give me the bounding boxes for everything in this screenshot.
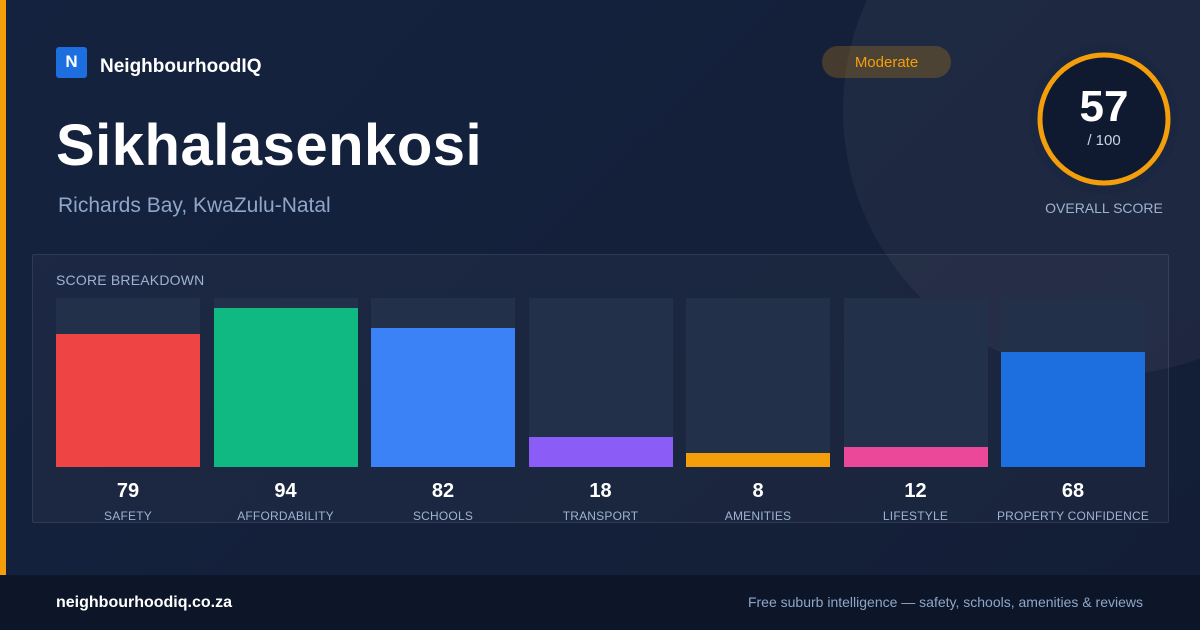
bar-value: 94 bbox=[274, 480, 297, 502]
bar-fill bbox=[213, 308, 358, 467]
overall-score-caption: OVERALL SCORE bbox=[1045, 200, 1163, 216]
bar-fill bbox=[56, 333, 200, 467]
score-bar-amenities: 8 AMENITIES bbox=[686, 298, 830, 523]
breakdown-title: SCORE BREAKDOWN bbox=[56, 272, 205, 288]
bar-track bbox=[528, 298, 673, 467]
bar-value: 8 bbox=[752, 480, 764, 502]
suburb-title: Sikhalasenkosi bbox=[56, 113, 483, 178]
bar-label: AMENITIES bbox=[724, 509, 792, 523]
overall-score-value: 57 bbox=[1079, 82, 1129, 131]
overall-score-ring: 57 / 100 bbox=[1029, 44, 1179, 194]
bar-label: SCHOOLS bbox=[412, 509, 474, 523]
bar-track bbox=[1001, 298, 1145, 467]
bar-label: AFFORDABILITY bbox=[237, 509, 334, 523]
score-bar-safety: 79 SAFETY bbox=[56, 298, 200, 523]
footer-tagline: Free suburb intelligence — safety, schoo… bbox=[747, 594, 1143, 610]
bar-track bbox=[843, 298, 988, 467]
brand-name: NeighbourhoodIQ bbox=[100, 56, 262, 77]
bar-track bbox=[213, 298, 358, 467]
score-bar-transport: 18 TRANSPORT bbox=[528, 298, 673, 523]
bar-label: TRANSPORT bbox=[562, 509, 639, 523]
score-bar-property-confidence: 68 PROPERTY CONFIDENCE bbox=[997, 298, 1149, 523]
brand-logo-icon: N bbox=[56, 46, 87, 78]
bar-track bbox=[56, 298, 200, 467]
bar-fill bbox=[686, 453, 830, 467]
breakdown-bars: 79 SAFETY 94 AFFORDABILITY 82 SCHOOLS 18 TRANSP… bbox=[56, 298, 1149, 523]
suburb-location: Richards Bay, KwaZulu-Natal bbox=[58, 194, 331, 217]
score-bar-lifestyle: 12 LIFESTYLE bbox=[843, 298, 988, 523]
bar-label: LIFESTYLE bbox=[882, 509, 949, 523]
score-breakdown-panel: SCORE BREAKDOWN 79 SAFETY 94 AFFORDABILITY 8… bbox=[32, 254, 1169, 523]
bar-fill bbox=[843, 446, 988, 467]
bar-fill bbox=[371, 328, 515, 467]
bar-track bbox=[371, 298, 515, 467]
accent-bar bbox=[0, 0, 6, 575]
bar-value: 18 bbox=[589, 480, 612, 502]
bar-track bbox=[686, 298, 830, 467]
bar-fill bbox=[528, 436, 673, 467]
footer: neighbourhoodiq.co.za Free suburb intell… bbox=[0, 575, 1200, 630]
score-bar-affordability: 94 AFFORDABILITY bbox=[213, 298, 358, 523]
score-bar-schools: 82 SCHOOLS bbox=[371, 298, 515, 523]
score-ring-graphic bbox=[1029, 44, 1179, 194]
bar-value: 12 bbox=[904, 480, 927, 502]
bar-label: PROPERTY CONFIDENCE bbox=[996, 509, 1150, 523]
brand: N NeighbourhoodIQ bbox=[56, 46, 261, 78]
rating-badge: Moderate bbox=[822, 46, 951, 78]
footer-domain: neighbourhoodiq.co.za bbox=[56, 594, 232, 611]
overall-score-max: / 100 bbox=[1087, 132, 1121, 149]
bar-value: 82 bbox=[431, 480, 455, 502]
bar-fill bbox=[1001, 352, 1145, 467]
bar-value: 68 bbox=[1061, 480, 1085, 502]
bar-value: 79 bbox=[116, 480, 140, 502]
bar-label: SAFETY bbox=[104, 509, 152, 523]
